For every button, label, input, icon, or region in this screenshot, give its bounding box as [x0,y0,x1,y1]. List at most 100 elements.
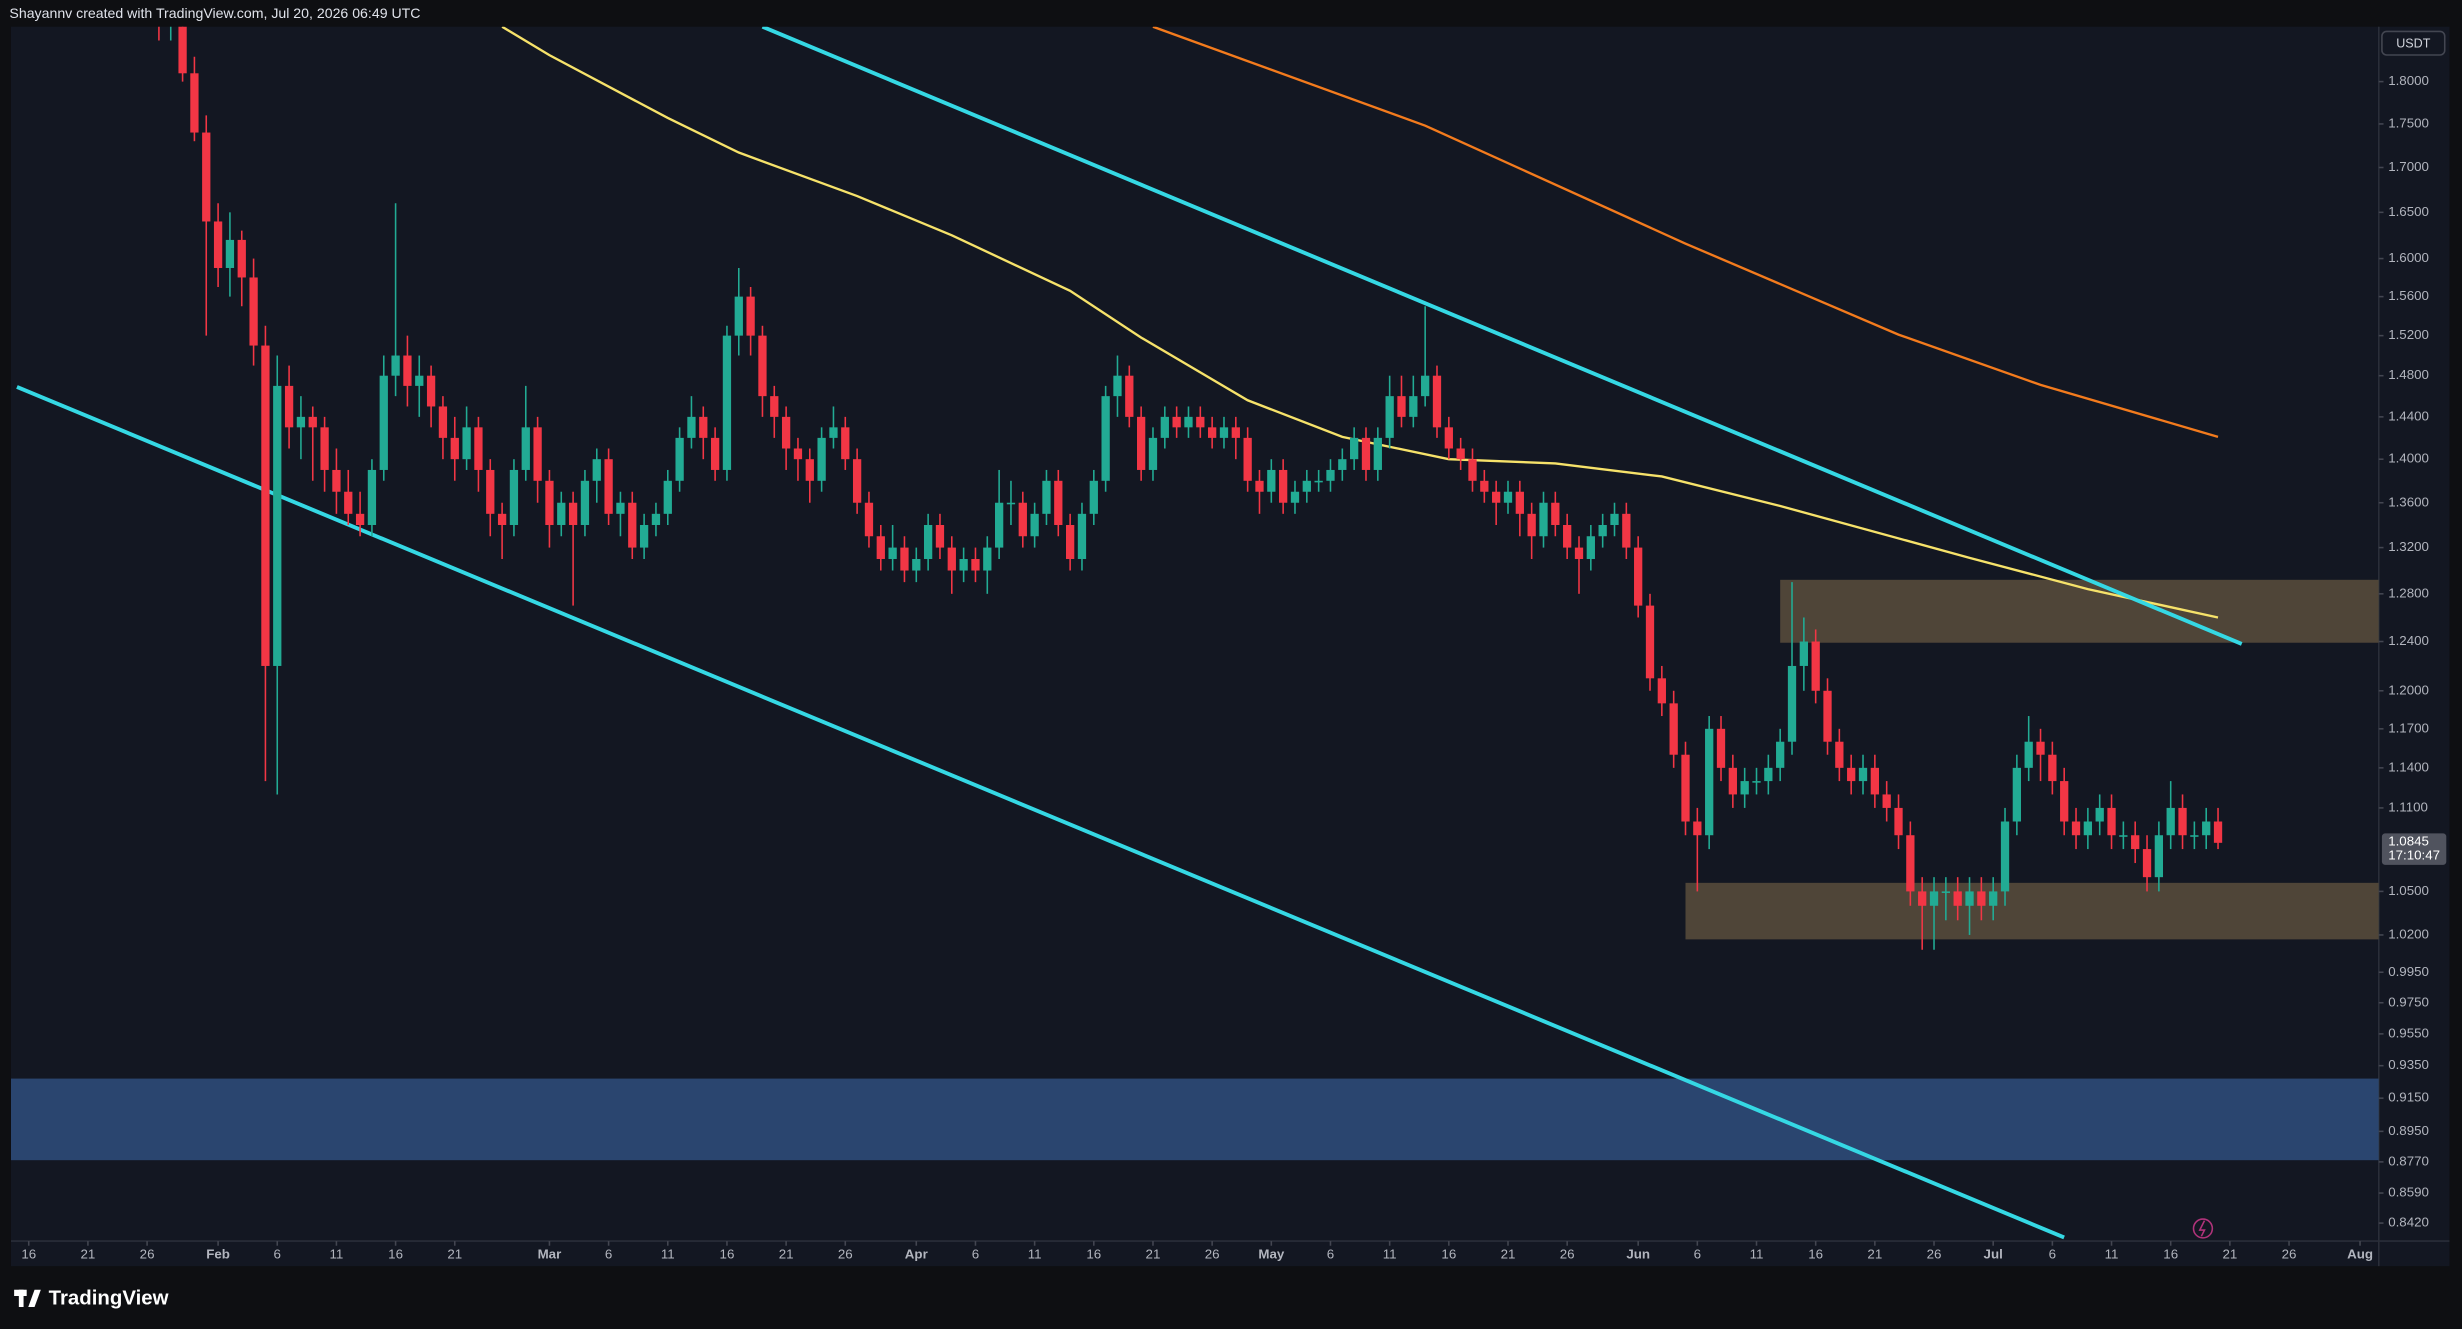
candle-body [355,513,365,525]
candle-body [1634,547,1643,606]
candle-body [1077,513,1087,560]
candle-body [1350,437,1359,460]
candle-body [2154,835,2164,878]
candle-body [1361,437,1371,470]
candle-body [1539,502,1548,537]
candle-body [1598,524,1607,537]
candle-body [1480,480,1489,492]
candle-body [888,547,897,560]
y-tick-label: 1.2000 [2388,682,2429,697]
x-tick-label: 11 [1383,1247,1397,1262]
candle-body [994,502,1004,548]
x-tick-label: Feb [206,1247,230,1262]
plot-area [10,26,2379,1240]
candle-body [1977,891,1986,906]
candle-body [2012,767,2021,822]
x-tick-label: 21 [1146,1247,1161,1262]
candle-body [2095,807,2104,822]
x-tick-label: 16 [1808,1247,1823,1262]
candle-body [1610,513,1619,525]
candle-body [438,406,448,438]
candle-body [2213,821,2223,843]
y-tick-label: 1.8000 [2388,73,2429,88]
candle-body [2119,835,2128,837]
x-tick-label: 21 [1867,1247,1882,1262]
moving-average [1152,26,2219,439]
candle-body [308,416,317,428]
candle-body [1409,396,1418,417]
x-tick-label: 21 [447,1247,462,1262]
candle-body [2131,835,2140,850]
x-tick-label: 16 [21,1247,36,1262]
candle-body [1136,416,1146,470]
candle-body [1148,437,1158,470]
candle-body [296,416,306,428]
candle-body [1267,469,1276,492]
candle-body [1421,375,1430,397]
candle-body [1503,491,1513,503]
candle-body [1101,396,1110,481]
candle-body [829,427,838,438]
candle-body [1847,767,1856,782]
candle-body [699,416,708,438]
candle-body [923,524,933,560]
countdown: 17:10:47 [2388,848,2440,863]
candle-body [568,502,578,525]
candle-body [1681,754,1690,822]
candle-body [983,547,992,571]
candle-body [1113,375,1122,397]
candle-body [332,469,341,492]
axes: 1.8000 1.7500 1.7000 1.6500 1.6000 1.5600 1.52… [21,73,2447,1262]
candle-body [202,132,211,222]
candle-body [841,427,850,460]
x-tick-label: 16 [2163,1247,2178,1262]
x-tick-label: 26 [140,1247,155,1262]
x-tick-label: Apr [905,1247,928,1262]
candle-body [1018,502,1027,537]
x-tick-label: 6 [605,1247,612,1262]
candle-body [1563,524,1572,548]
x-tick-label: 26 [838,1247,853,1262]
candle-body [722,335,732,470]
x-tick-label: Jul [1984,1247,2003,1262]
candle-body [1006,502,1016,505]
candle-body [2083,821,2093,836]
candle-body [1645,605,1655,679]
candle-body [2071,821,2081,836]
candle-body [1338,459,1347,470]
y-tick-label: 1.7000 [2388,159,2429,174]
candle-body [1219,427,1229,438]
candle-body [415,375,424,386]
events-icon[interactable] [2192,1218,2214,1239]
currency-box[interactable] [2381,30,2446,56]
candle-body [509,469,519,525]
candle-body [497,513,507,525]
candle-body [1787,665,1797,742]
candle-body [1456,448,1465,460]
candle-body [592,459,601,481]
candle-body [474,427,483,470]
x-tick-label: 11 [1750,1247,1764,1262]
candle-body [391,355,400,376]
candle-body [1125,375,1134,417]
candle-body [2024,741,2033,768]
candle-body [876,536,885,560]
candle-body [1515,491,1524,514]
candle-body [793,448,803,460]
y-tick-label: 1.4000 [2388,451,2429,466]
candle-body [639,524,649,548]
brand[interactable]: TradingView [49,1288,169,1310]
x-tick-label: 26 [1205,1247,1220,1262]
y-tick-label: 0.9950 [2388,964,2429,979]
candle-body [817,437,826,481]
x-tick-label: 21 [1501,1247,1516,1262]
x-tick-label: 21 [2222,1247,2237,1262]
y-tick-label: 1.4800 [2388,367,2429,382]
candle-body [1468,459,1477,481]
candle-body [971,559,980,571]
chart-pane [10,26,2450,1267]
candle-body [1835,741,1844,768]
last-price: 1.0845 [2388,834,2429,849]
x-tick-label: 26 [2282,1247,2297,1262]
